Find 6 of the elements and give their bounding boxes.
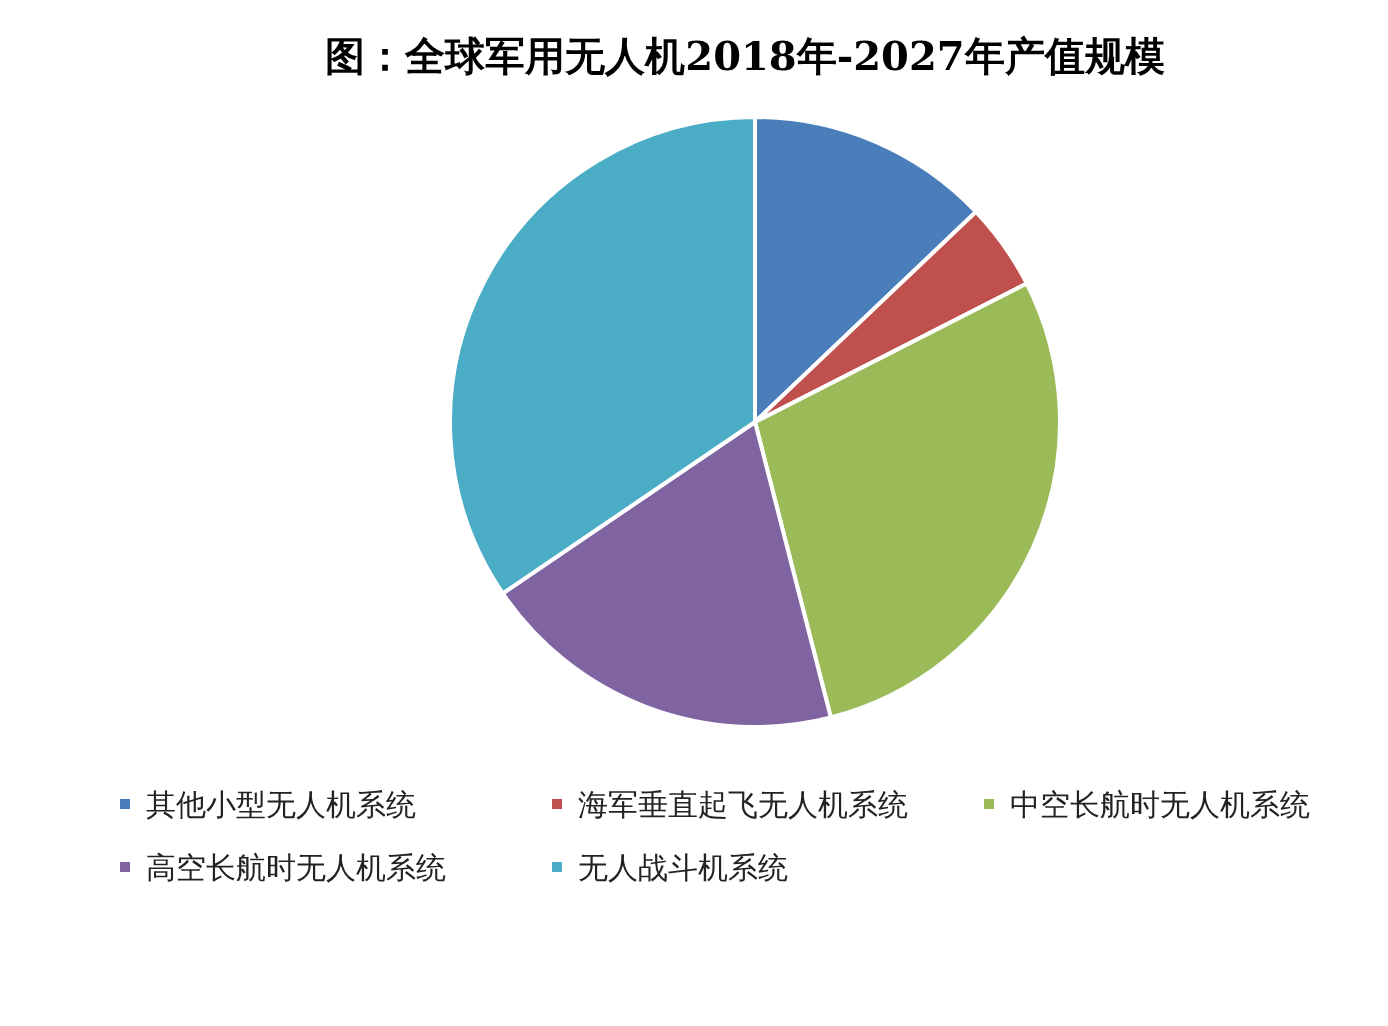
legend-label: 无人战斗机系统 [578, 850, 788, 885]
legend-label: 海军垂直起飞无人机系统 [578, 787, 908, 822]
legend-label: 其他小型无人机系统 [146, 787, 416, 822]
legend-label: 高空长航时无人机系统 [146, 850, 446, 885]
legend-label: 中空长航时无人机系统 [1010, 787, 1310, 822]
chart-title: 图：全球军用无人机2018年-2027年产值规模 [325, 32, 1165, 79]
